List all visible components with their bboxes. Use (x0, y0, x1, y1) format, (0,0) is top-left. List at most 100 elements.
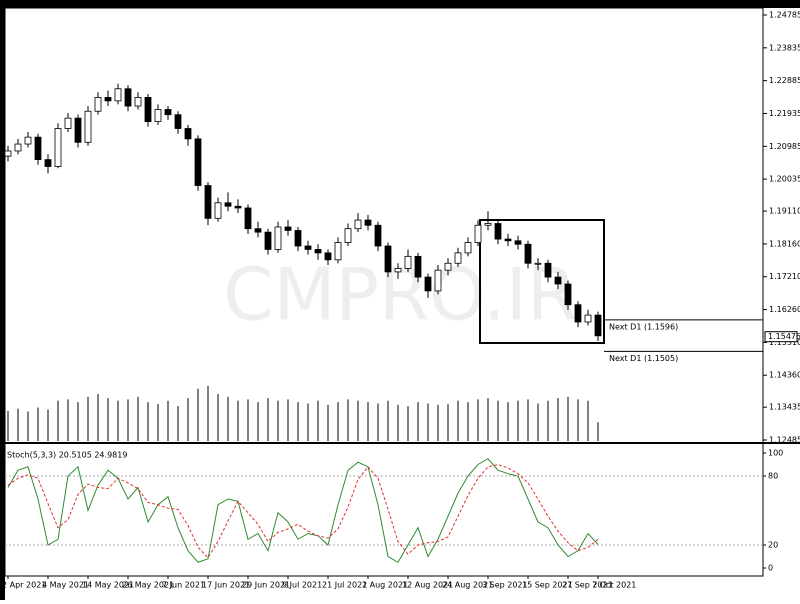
left-edge (0, 8, 5, 600)
candle-body (524, 243, 532, 264)
candle-body (554, 276, 562, 285)
candle-body (354, 219, 362, 230)
candle-body (244, 207, 252, 230)
y-tick-label: 1.14360 (769, 371, 800, 380)
candle-body (194, 138, 202, 186)
candle-body (204, 185, 212, 219)
candle-body (54, 128, 62, 167)
y-tick-label: 1.21935 (769, 109, 800, 118)
candle-body (114, 88, 122, 102)
candle-body (34, 136, 42, 161)
indicator-title: Stoch(5,3,3) 20.5105 24.9819 (7, 451, 127, 460)
candle-body (134, 97, 142, 107)
y-tick-label: 1.16260 (769, 305, 800, 314)
y-tick-label: 0 (768, 564, 773, 573)
candle-body (424, 276, 432, 292)
candle-body (64, 117, 72, 129)
y-tick-label: 1.20985 (769, 142, 800, 151)
candle-body (224, 202, 232, 207)
candle-body (374, 224, 382, 247)
x-tick-label: 2 Aug 2021 (362, 581, 408, 590)
candle-body (4, 150, 12, 157)
highlight-box (479, 219, 605, 344)
y-tick-label: 80 (768, 472, 778, 481)
y-tick-label: 1.15310 (769, 338, 800, 347)
candle-body (464, 242, 472, 254)
y-tick-label: 1.17210 (769, 272, 800, 281)
candle-body (564, 283, 572, 306)
y-tick-label: 1.24785 (769, 11, 800, 20)
candle-body (384, 245, 392, 273)
candle-body (94, 97, 102, 112)
y-tick-label: 100 (768, 449, 783, 458)
candle-body (434, 269, 442, 292)
candle-body (274, 226, 282, 250)
y-tick-label: 1.20035 (769, 175, 800, 184)
candle-body (184, 128, 192, 140)
candle-body (334, 242, 342, 261)
x-tick-label: 12 Aug 2021 (402, 581, 453, 590)
candle-body (404, 255, 412, 269)
watermark: CMPRO.IR (223, 253, 577, 337)
x-tick-label: 7 Oct 2021 (592, 581, 636, 590)
candle-body (584, 314, 592, 323)
candle-body (344, 228, 352, 243)
candle-body (544, 262, 552, 278)
candle-body (44, 159, 52, 167)
candle-body (74, 117, 82, 143)
candle-body (104, 97, 112, 102)
candle-body (574, 304, 582, 323)
x-tick-label: 17 Jun 2021 (202, 581, 250, 590)
y-tick-label: 1.22885 (769, 76, 800, 85)
level-label: Next D1 (1.1596) (609, 322, 678, 331)
y-tick-label: 1.12485 (769, 436, 800, 445)
plot-frame (4, 7, 764, 577)
x-tick-label: 2 Apr 2021 (2, 581, 46, 590)
candle-body (84, 110, 92, 143)
candle-body (514, 240, 522, 245)
candle-body (254, 228, 262, 233)
x-tick-label: 14 May 2021 (82, 581, 134, 590)
candle-body (414, 255, 422, 278)
candle-body (154, 109, 162, 122)
x-tick-label: 4 May 2021 (42, 581, 89, 590)
x-tick-label: 21 Jul 2021 (322, 581, 367, 590)
x-tick-label: 7 Jun 2021 (162, 581, 205, 590)
candle-body (534, 262, 542, 265)
candle-body (304, 245, 312, 250)
y-tick-label: 1.19110 (769, 207, 800, 216)
top-bar (0, 0, 800, 8)
candle-body (284, 226, 292, 231)
x-tick-label: 3 Sep 2021 (482, 581, 528, 590)
stoch-line (7, 463, 599, 559)
x-tick-label: 15 Sep 2021 (522, 581, 573, 590)
stoch-line (7, 458, 599, 563)
candle-body (24, 136, 32, 145)
candle-body (294, 230, 302, 247)
candle-body (494, 223, 502, 240)
y-tick-label: 1.13435 (769, 403, 800, 412)
candle-body (484, 223, 492, 226)
x-tick-label: 24 Aug 2021 (442, 581, 493, 590)
price-tag-label: 1.15475 (768, 332, 800, 341)
y-tick-label: 20 (768, 541, 778, 550)
candle-body (314, 249, 322, 254)
candle-body (234, 205, 242, 209)
candle-body (394, 268, 402, 273)
candle-body (324, 252, 332, 261)
level-label: Next D1 (1.1505) (609, 354, 678, 363)
candle-body (164, 109, 172, 116)
candle-body (444, 262, 452, 271)
candle-body (174, 114, 182, 129)
price-tag (764, 331, 798, 343)
candle-body (264, 231, 272, 250)
candle-body (504, 238, 512, 242)
candle-body (144, 97, 152, 122)
x-tick-label: 29 Jun 2021 (242, 581, 290, 590)
candle-body (124, 88, 132, 107)
candle-body (594, 314, 602, 337)
candle-body (454, 252, 462, 264)
